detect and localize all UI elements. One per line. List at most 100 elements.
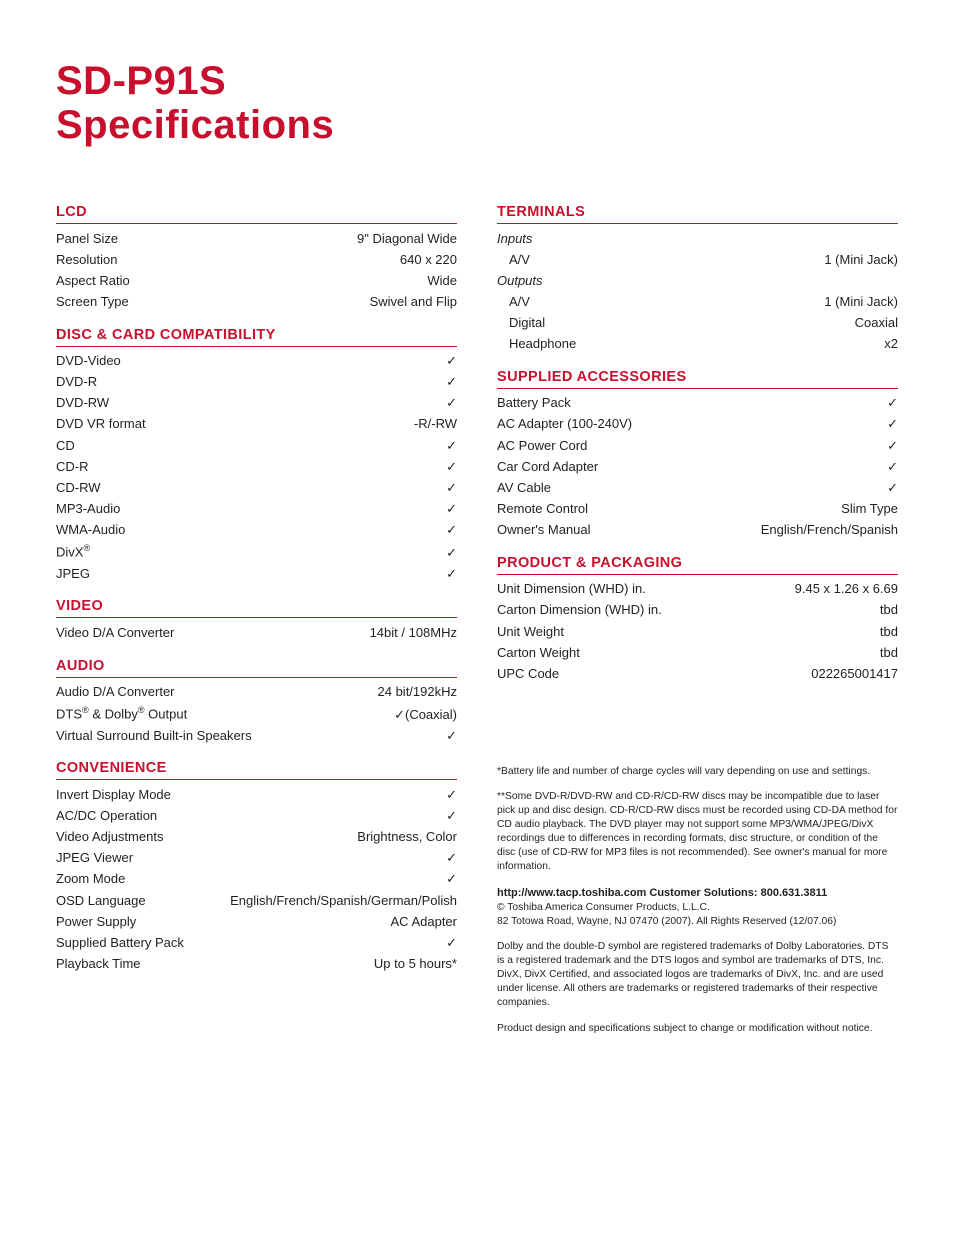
spec-row: Supplied Battery Pack✓ <box>56 932 457 953</box>
spec-value: 1 (Mini Jack) <box>824 292 898 312</box>
page-subtitle: Specifications <box>56 104 898 146</box>
spec-row: Resolution 640 x 220 <box>56 249 457 270</box>
spec-row: Virtual Surround Built-in Speakers ✓ <box>56 725 457 746</box>
spec-label: DTS® & Dolby® Output <box>56 703 187 724</box>
spec-label: Resolution <box>56 250 117 270</box>
section-heading-terminals: TERMINALS <box>497 204 898 224</box>
spec-row: A/V 1 (Mini Jack) <box>497 291 898 312</box>
footnote-url: http://www.tacp.toshiba.com Customer Sol… <box>497 887 827 899</box>
terminals-subhead: Inputs <box>497 228 898 249</box>
spec-label: DVD-R <box>56 372 97 392</box>
spec-row: Battery Pack✓ <box>497 393 898 414</box>
spec-value: Swivel and Flip <box>370 292 457 312</box>
spec-row: DivX®✓ <box>56 541 457 563</box>
section-body-terminals: Inputs A/V 1 (Mini Jack)OutputsA/V 1 (Mini … <box>497 228 898 355</box>
spec-row: AV Cable ✓ <box>497 477 898 498</box>
section-heading-packaging: PRODUCT & PACKAGING <box>497 555 898 575</box>
spec-row: DTS® & Dolby® Output✓(Coaxial) <box>56 703 457 725</box>
spec-value: -R/-RW <box>414 414 457 434</box>
spec-value: ✓ <box>446 806 457 826</box>
spec-value: ✓ <box>446 520 457 540</box>
spec-label: CD-R <box>56 457 89 477</box>
spec-value: AC Adapter <box>391 912 458 932</box>
spec-row: AC Adapter (100-240V)✓ <box>497 414 898 435</box>
spec-value: ✓ <box>446 478 457 498</box>
section-body-lcd: Panel Size 9" Diagonal Wide Resolution 640 … <box>56 228 457 313</box>
spec-label: Digital <box>509 313 545 333</box>
spec-row: MP3-Audio✓ <box>56 499 457 520</box>
spec-value: ✓ <box>446 436 457 456</box>
spec-row: JPEG Viewer✓ <box>56 848 457 869</box>
spec-label: OSD Language <box>56 891 146 911</box>
spec-row: Playback TimeUp to 5 hours* <box>56 953 457 974</box>
spec-row: Remote ControlSlim Type <box>497 499 898 520</box>
spec-value: ✓ <box>446 393 457 413</box>
spec-value: ✓ <box>446 933 457 953</box>
spec-row: OSD LanguageEnglish/French/Spanish/Germa… <box>56 890 457 911</box>
footnote-copyright: © Toshiba America Consumer Products, L.L… <box>497 902 710 913</box>
columns: LCD Panel Size9" Diagonal WideResolution… <box>56 190 898 1048</box>
footnote-disc-compat: **Some DVD-R/DVD-RW and CD-R/CD-RW discs… <box>497 790 898 873</box>
spec-row: JPEG✓ <box>56 563 457 584</box>
spec-value: ✓ <box>446 351 457 371</box>
spec-value: tbd <box>880 600 898 620</box>
left-column: LCD Panel Size9" Diagonal WideResolution… <box>56 190 457 1048</box>
spec-row: Video D/A Converter14bit / 108MHz <box>56 622 457 643</box>
spec-label: WMA-Audio <box>56 520 125 540</box>
spec-row: AC/DC Operation ✓ <box>56 805 457 826</box>
spec-value: Brightness, Color <box>357 827 457 847</box>
spec-label: A/V <box>509 292 530 312</box>
spec-label: Video Adjustments <box>56 827 163 847</box>
spec-value: English/French/Spanish <box>761 520 898 540</box>
spec-value: Slim Type <box>841 499 898 519</box>
spec-value: ✓ <box>446 726 457 746</box>
spec-label: Audio D/A Converter <box>56 682 175 702</box>
footnote-address: 82 Totowa Road, Wayne, NJ 07470 (2007). … <box>497 916 836 927</box>
section-heading-accessories: SUPPLIED ACCESSORIES <box>497 369 898 389</box>
spec-row: WMA-Audio ✓ <box>56 520 457 541</box>
section-heading-audio: AUDIO <box>56 658 457 678</box>
spec-label: Zoom Mode <box>56 869 125 889</box>
spec-value: 640 x 220 <box>400 250 457 270</box>
spec-label: AC Power Cord <box>497 436 587 456</box>
spec-row: Digital Coaxial <box>497 313 898 334</box>
spec-row: CD✓ <box>56 435 457 456</box>
spec-label: Power Supply <box>56 912 136 932</box>
spec-value: ✓ <box>887 478 898 498</box>
section-body-video: Video D/A Converter14bit / 108MHz <box>56 622 457 643</box>
spec-row: UPC Code022265001417 <box>497 663 898 684</box>
spec-label: Playback Time <box>56 954 141 974</box>
spec-label: Virtual Surround Built-in Speakers <box>56 726 252 746</box>
spec-label: Screen Type <box>56 292 129 312</box>
spec-label: AC/DC Operation <box>56 806 157 826</box>
spec-value: Coaxial <box>855 313 898 333</box>
spec-value: tbd <box>880 643 898 663</box>
footnote-disclaimer: Product design and specifications subjec… <box>497 1022 898 1036</box>
spec-row: Unit Dimension (WHD) in. 9.45 x 1.26 x 6.… <box>497 579 898 600</box>
section-body-disc: DVD-Video✓DVD-R✓DVD-RW✓DVD VR format-R/-… <box>56 351 457 585</box>
spec-value: 9.45 x 1.26 x 6.69 <box>795 579 898 599</box>
spec-label: Panel Size <box>56 229 118 249</box>
spec-row: Zoom Mode✓ <box>56 869 457 890</box>
spec-value: ✓ <box>446 372 457 392</box>
spec-row: Aspect RatioWide <box>56 270 457 291</box>
spec-value: 9" Diagonal Wide <box>357 229 457 249</box>
spec-label: CD-RW <box>56 478 101 498</box>
spec-label: DVD-Video <box>56 351 121 371</box>
spec-label: Carton Weight <box>497 643 580 663</box>
spec-label: Unit Weight <box>497 622 564 642</box>
spec-label: Carton Dimension (WHD) in. <box>497 600 662 620</box>
spec-label: UPC Code <box>497 664 559 684</box>
spec-label: Invert Display Mode <box>56 785 171 805</box>
spec-label: Battery Pack <box>497 393 571 413</box>
spec-row: Power Supply AC Adapter <box>56 911 457 932</box>
spec-label: AV Cable <box>497 478 551 498</box>
spec-label: Unit Dimension (WHD) in. <box>497 579 646 599</box>
terminals-subhead: Outputs <box>497 270 898 291</box>
spec-row: Carton Weight tbd <box>497 642 898 663</box>
section-heading-disc: DISC & CARD COMPATIBILITY <box>56 327 457 347</box>
spec-row: Screen Type Swivel and Flip <box>56 291 457 312</box>
spec-row: Invert Display Mode✓ <box>56 784 457 805</box>
product-title: SD-P91S <box>56 60 898 102</box>
spec-row: DVD-RW✓ <box>56 393 457 414</box>
